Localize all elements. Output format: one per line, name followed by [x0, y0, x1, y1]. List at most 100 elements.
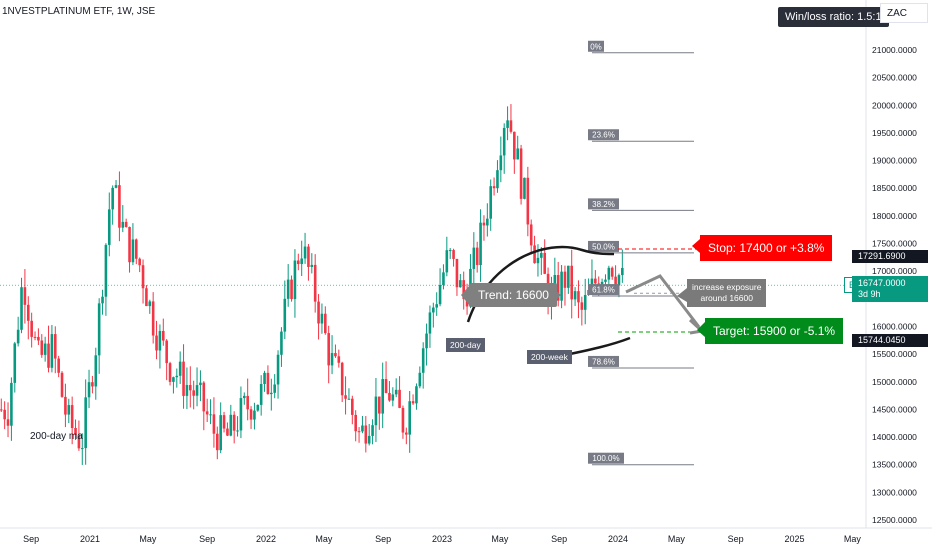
candle-body [310, 264, 314, 267]
candle-body [513, 131, 516, 160]
stop-pointer-icon [692, 239, 700, 253]
candle-body [452, 250, 455, 259]
candle-body [303, 246, 307, 259]
candle-body [97, 303, 101, 356]
y-tick-label: 14500.0000 [872, 404, 917, 414]
y-tick-label: 20500.0000 [872, 73, 917, 83]
candle-body [492, 186, 496, 189]
candle-body [155, 335, 158, 351]
candle-body [148, 301, 152, 307]
candle-body [506, 120, 509, 128]
candle-body [445, 250, 449, 273]
candle-body [175, 375, 179, 378]
y-tick-label: 18000.0000 [872, 211, 917, 221]
candle-body [104, 244, 108, 297]
candle-body [249, 409, 253, 420]
fib-level-label-bg [588, 452, 624, 464]
trend-pointer-left-icon [461, 285, 470, 306]
last-price-tag: 16747.0000 3d 9h [852, 276, 928, 302]
candle-body [276, 354, 280, 385]
candle-body [421, 348, 425, 373]
candle-body [415, 386, 418, 404]
candle-body [87, 382, 91, 398]
candle-body [195, 385, 199, 396]
candle-body [67, 405, 71, 415]
candle-body [226, 428, 229, 436]
stop-label: Stop: 17400 or +3.8% [700, 235, 833, 261]
stop-price-tag: 17291.6900 [852, 250, 928, 263]
candle-body [253, 410, 256, 420]
candle-body [37, 336, 40, 341]
candle-body [384, 379, 388, 393]
candle-body [188, 385, 192, 391]
exposure-note: increase exposure around 16600 [687, 279, 767, 307]
ma200-day-ma-label: 200-day ma [30, 431, 83, 442]
candle-body [151, 301, 155, 336]
candle-body [347, 398, 351, 400]
candle-body [215, 433, 219, 451]
x-tick-label: Sep [551, 534, 567, 544]
candle-body [57, 358, 60, 373]
candle-body [361, 425, 364, 432]
fib-level-label-bg [588, 284, 619, 296]
candle-body [580, 302, 584, 310]
candle-body [388, 392, 391, 401]
x-tick-label: 2022 [256, 534, 276, 544]
candle-body [13, 343, 17, 383]
x-tick-label: Sep [23, 534, 39, 544]
candle-body [519, 148, 523, 199]
currency-selector[interactable]: ZAC [880, 3, 928, 23]
candle-body [364, 425, 368, 444]
candle-body [330, 353, 334, 366]
fib-level-label: 61.8% [592, 286, 615, 295]
candle-body [232, 414, 236, 431]
target-label: Target: 15900 or -5.1% [705, 318, 844, 344]
candle-body [526, 177, 530, 225]
candle-body [381, 379, 384, 414]
candle-body [209, 414, 212, 416]
fib-level-label: 38.2% [592, 200, 615, 209]
y-tick-label: 17000.0000 [872, 266, 917, 276]
candle-body [273, 384, 276, 393]
x-tick-label: May [315, 534, 333, 544]
y-tick-label: 15000.0000 [872, 377, 917, 387]
candle-body [246, 395, 249, 410]
candle-body [540, 252, 543, 258]
candle-body [178, 361, 182, 376]
candle-body [77, 434, 81, 449]
candle-body [165, 340, 168, 364]
candle-body [222, 415, 226, 429]
x-tick-label: May [844, 534, 862, 544]
candle-body [614, 276, 617, 286]
candle-body [567, 265, 570, 288]
candle-body [30, 320, 33, 337]
candle-body [107, 209, 111, 245]
candle-body [475, 247, 479, 266]
candle-body [259, 384, 263, 405]
candle-body [577, 291, 580, 303]
x-tick-label: May [668, 534, 686, 544]
candle-body [560, 271, 563, 301]
candle-body [131, 239, 135, 263]
candle-body [479, 222, 482, 266]
candle-body [138, 258, 141, 266]
fib-level-label: 0% [590, 42, 602, 51]
candle-body [448, 250, 452, 252]
candle-body [26, 304, 30, 321]
candle-body [94, 355, 98, 387]
candle-body [80, 448, 84, 450]
exposure-line-1: increase exposure [692, 282, 762, 292]
candle-body [60, 372, 64, 397]
candle-body [199, 382, 202, 386]
x-tick-label: Sep [199, 534, 215, 544]
candle-body [617, 275, 621, 286]
candle-body [141, 265, 145, 289]
fib-level-label-bg [588, 40, 604, 52]
candle-body [408, 401, 411, 435]
candle-body [486, 218, 489, 226]
candle-body [533, 245, 536, 264]
candle-body [607, 267, 611, 280]
candle-body [91, 382, 94, 387]
candle-body [205, 411, 209, 415]
candle-body [367, 435, 371, 444]
